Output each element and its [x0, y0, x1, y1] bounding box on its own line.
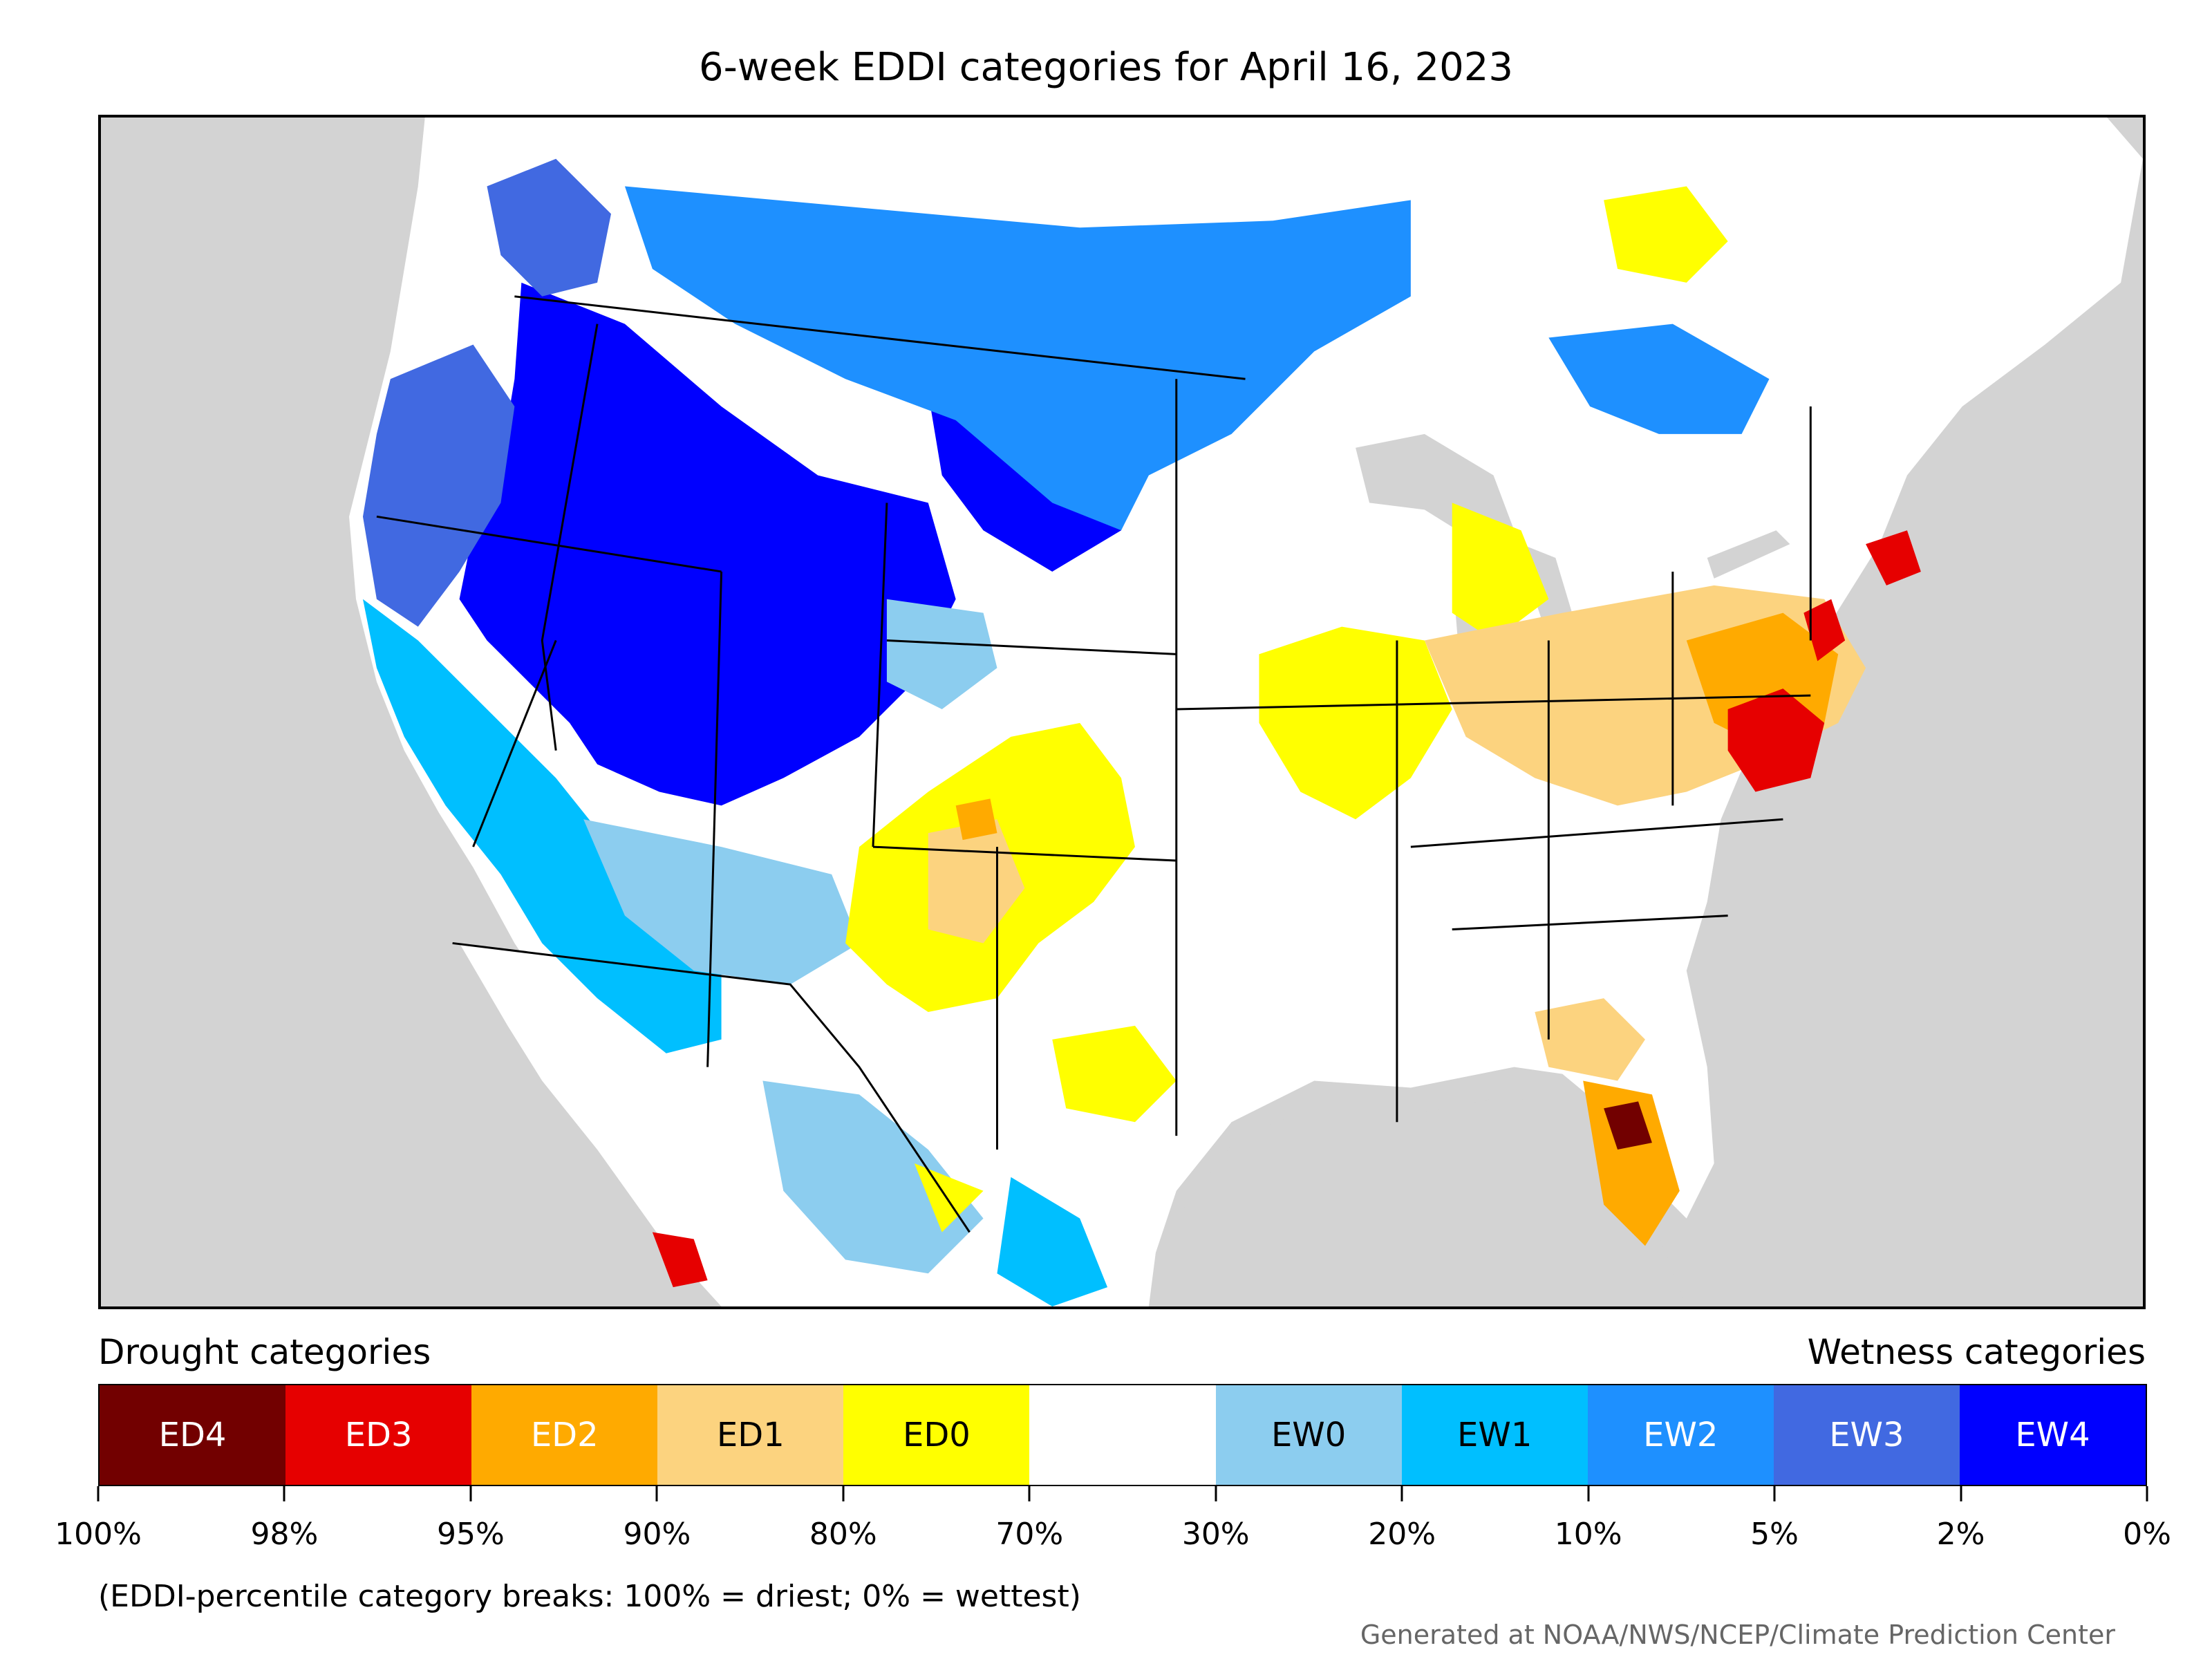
category-note: (EDDI-percentile category breaks: 100% =… — [98, 1579, 1081, 1614]
swatch-ew0: EW0 — [1215, 1385, 1402, 1485]
eddi-map — [98, 115, 2146, 1309]
colorbar-tick — [1400, 1486, 1403, 1501]
swatch-normal — [1029, 1385, 1216, 1485]
swatch-ew4: EW4 — [1959, 1385, 2146, 1485]
colorbar-tick — [1028, 1486, 1031, 1501]
tick-label: 2% — [1936, 1517, 1985, 1552]
colorbar-tick — [842, 1486, 845, 1501]
tick-label: 95% — [437, 1517, 505, 1552]
swatch-ed2: ED2 — [471, 1385, 658, 1485]
tick-label: 70% — [995, 1517, 1064, 1552]
gulf-of-mexico — [1176, 1094, 1687, 1306]
credit-text: Generated at NOAA/NWS/NCEP/Climate Predi… — [1360, 1620, 2115, 1650]
boundary-lines — [376, 295, 1812, 1233]
colorbar-tick — [655, 1486, 658, 1501]
colorbar-tick — [1587, 1486, 1590, 1501]
tick-label: 5% — [1750, 1517, 1799, 1552]
ew4-region — [459, 241, 1273, 806]
swatch-ew2: EW2 — [1587, 1385, 1774, 1485]
colorbar-tick — [1215, 1486, 1217, 1501]
swatch-ed0: ED0 — [843, 1385, 1030, 1485]
tick-label: 30% — [1181, 1517, 1250, 1552]
colorbar-tick — [1960, 1486, 1962, 1501]
tick-label: 98% — [250, 1517, 319, 1552]
colorbar-tick — [97, 1486, 100, 1501]
category-colorbar: ED4 ED3 ED2 ED1 ED0 EW0 EW1 EW2 EW3 EW4 — [98, 1384, 2147, 1486]
ew0-region — [583, 599, 997, 1274]
colorbar-tick — [2146, 1486, 2148, 1501]
ed1-region — [928, 585, 1866, 1081]
ew2-region — [624, 186, 1770, 531]
tick-label: 100% — [55, 1517, 142, 1552]
map-canvas — [349, 118, 2143, 1306]
swatch-ew1: EW1 — [1401, 1385, 1588, 1485]
drought-header: Drought categories — [98, 1332, 431, 1372]
colorbar-tick — [469, 1486, 472, 1501]
colorbar-tick — [1773, 1486, 1776, 1501]
wetness-header: Wetness categories — [1807, 1332, 2146, 1372]
swatch-ew3: EW3 — [1773, 1385, 1960, 1485]
tick-label: 0% — [2123, 1517, 2171, 1552]
tick-label: 80% — [809, 1517, 877, 1552]
tick-label: 90% — [623, 1517, 691, 1552]
swatch-ed1: ED1 — [657, 1385, 844, 1485]
ed4-region — [1604, 1101, 1652, 1150]
ed0-region — [845, 186, 1728, 1232]
swatch-ed4: ED4 — [100, 1385, 286, 1485]
ed2-region — [955, 612, 1839, 1246]
tick-label: 20% — [1368, 1517, 1436, 1552]
tick-label: 10% — [1554, 1517, 1622, 1552]
ew1-region — [362, 599, 1108, 1306]
swatch-ed3: ED3 — [285, 1385, 472, 1485]
colorbar-ticks — [97, 1486, 2148, 1503]
colorbar-tick — [283, 1486, 285, 1501]
map-title: 6-week EDDI categories for April 16, 202… — [698, 45, 1514, 90]
ew3-region — [362, 158, 612, 627]
